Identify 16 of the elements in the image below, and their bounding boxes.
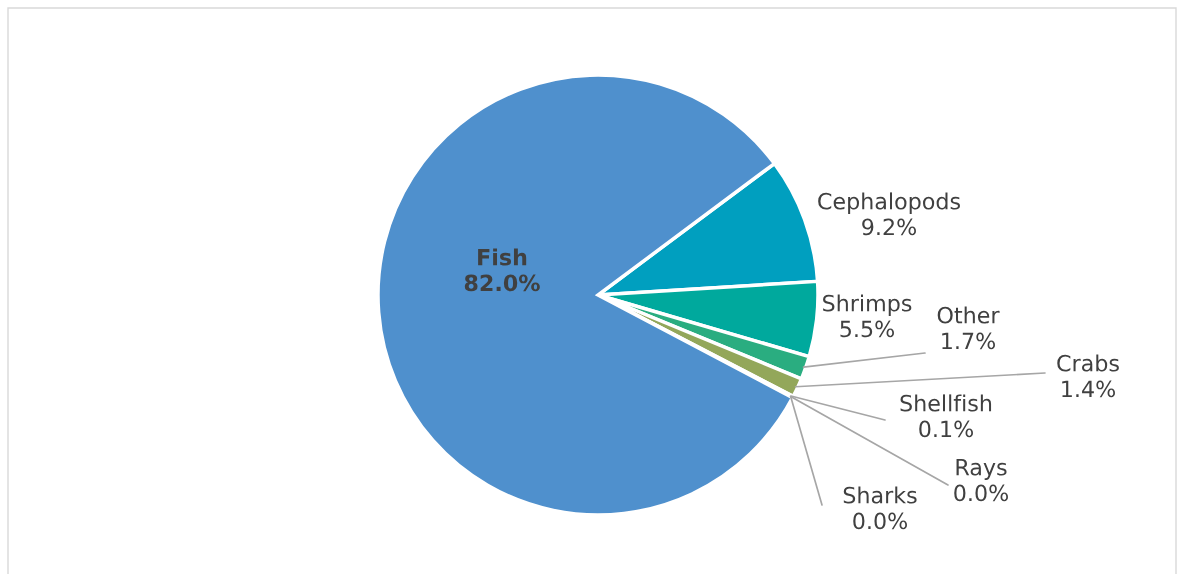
slice-label: Shellfish — [900, 394, 992, 412]
slice-label: Crabs — [1057, 354, 1119, 372]
slice-label: Other — [937, 306, 1000, 324]
text: 0.0% — [954, 484, 1008, 502]
text: 0.0% — [853, 512, 907, 530]
category-label: Rays — [956, 459, 1007, 480]
category-label: Sharks — [843, 486, 917, 504]
data-label: 82.0% — [464, 274, 540, 292]
data-label: 1.7% — [942, 332, 995, 350]
data-label: 0.1% — [919, 420, 973, 438]
slice-label: Cephalopods — [818, 192, 960, 214]
data-label: 5.5% — [840, 320, 894, 338]
slice-label: Fish — [478, 248, 527, 266]
slice-label: Shrimps — [823, 294, 912, 316]
data-label: 1.4% — [1062, 380, 1115, 398]
data-label: 9.2% — [862, 218, 916, 236]
